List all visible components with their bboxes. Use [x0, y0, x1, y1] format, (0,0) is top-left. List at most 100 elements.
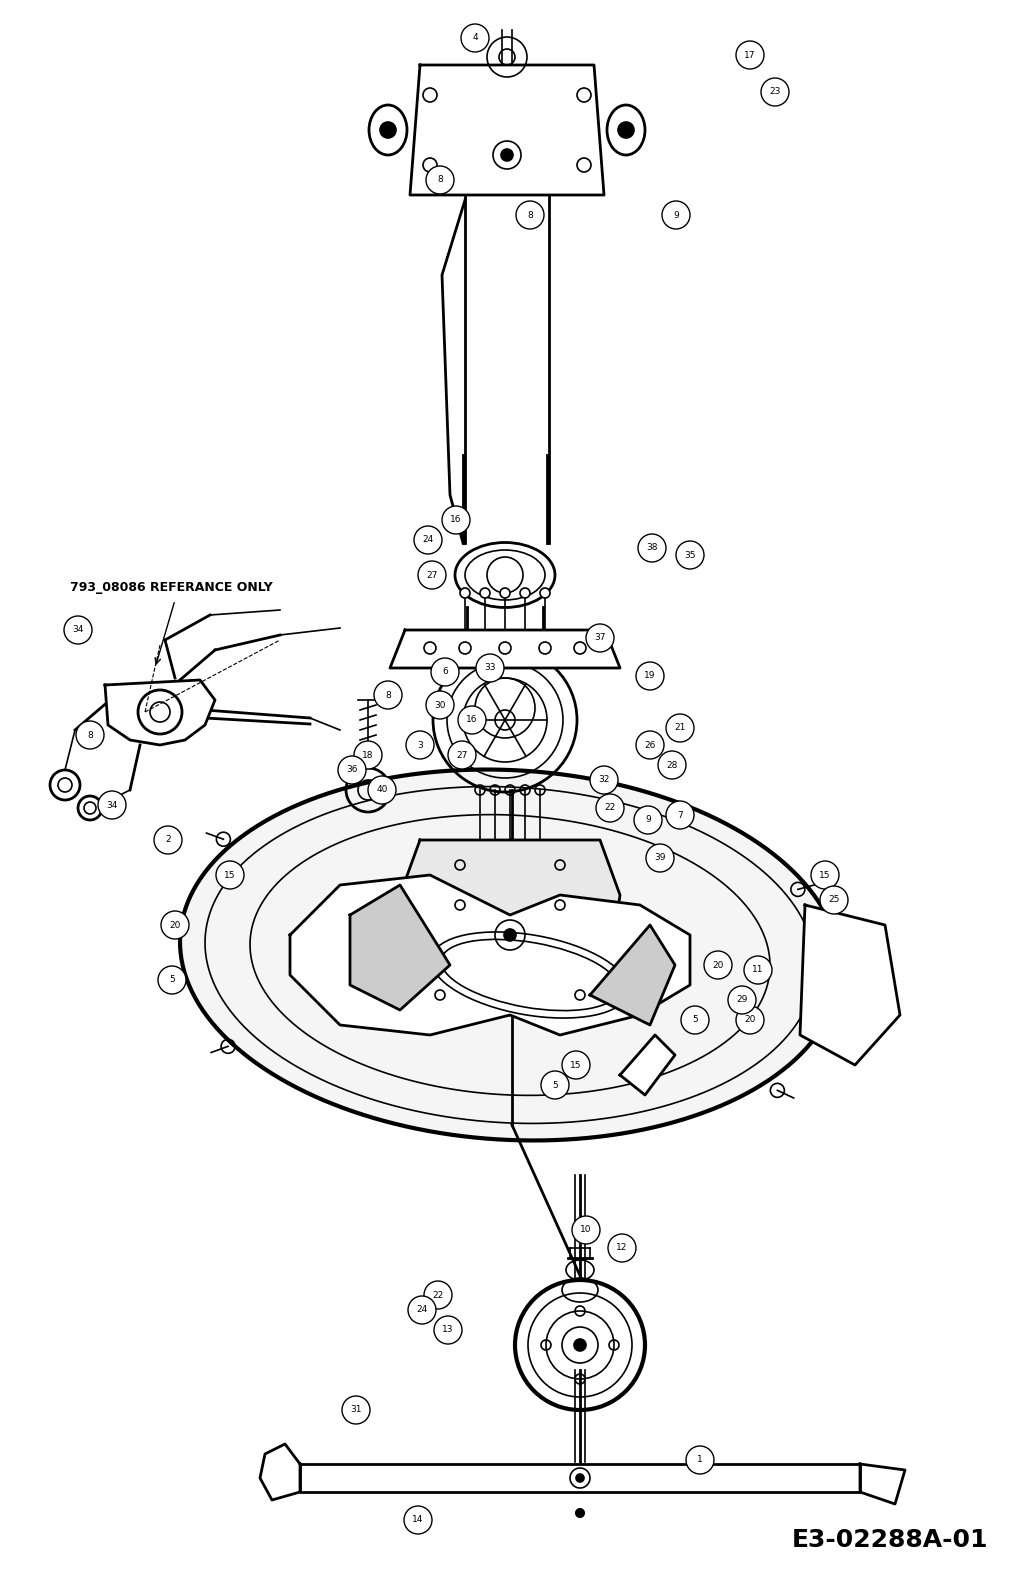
Circle shape [658, 752, 686, 778]
Circle shape [576, 1473, 584, 1483]
Text: 8: 8 [385, 690, 391, 700]
Circle shape [572, 1216, 600, 1244]
Circle shape [618, 122, 634, 138]
Circle shape [540, 588, 550, 598]
Circle shape [686, 1447, 714, 1473]
Text: 3: 3 [417, 741, 423, 750]
Circle shape [154, 825, 182, 854]
Text: 2: 2 [165, 836, 171, 844]
Circle shape [811, 861, 839, 890]
Circle shape [761, 78, 789, 107]
Circle shape [501, 149, 513, 162]
Circle shape [736, 1006, 764, 1034]
Circle shape [431, 657, 459, 686]
Text: 8: 8 [527, 210, 533, 220]
Circle shape [426, 166, 454, 195]
Text: 21: 21 [674, 723, 685, 733]
Text: 39: 39 [654, 854, 666, 863]
Text: 25: 25 [829, 896, 840, 904]
Text: 9: 9 [645, 816, 651, 824]
Text: 32: 32 [599, 775, 610, 784]
Circle shape [64, 617, 92, 643]
Circle shape [216, 861, 244, 890]
Circle shape [442, 505, 470, 533]
Polygon shape [260, 1443, 300, 1500]
Text: 36: 36 [347, 766, 358, 775]
Circle shape [608, 1233, 636, 1261]
Text: 12: 12 [616, 1244, 627, 1252]
Text: 18: 18 [362, 750, 374, 759]
Polygon shape [410, 64, 604, 195]
Polygon shape [350, 885, 450, 1010]
Text: 1: 1 [698, 1456, 703, 1464]
Text: 15: 15 [819, 871, 831, 880]
Text: 8: 8 [87, 731, 93, 739]
Circle shape [414, 526, 442, 554]
Circle shape [596, 794, 624, 822]
Text: 24: 24 [416, 1305, 427, 1315]
Text: 30: 30 [434, 700, 446, 709]
Text: 34: 34 [106, 800, 118, 810]
Text: 23: 23 [769, 88, 780, 97]
Circle shape [662, 201, 690, 229]
Polygon shape [860, 1464, 905, 1505]
Text: 20: 20 [169, 921, 181, 929]
Circle shape [744, 956, 772, 984]
Circle shape [541, 1072, 569, 1098]
Circle shape [666, 714, 694, 742]
Text: 34: 34 [72, 626, 84, 634]
Polygon shape [590, 926, 675, 1025]
Circle shape [404, 1506, 432, 1534]
Circle shape [480, 588, 490, 598]
Circle shape [634, 806, 662, 835]
Circle shape [576, 1509, 584, 1517]
Text: E3-02288A-01: E3-02288A-01 [792, 1528, 988, 1552]
Polygon shape [290, 876, 690, 1036]
Text: 17: 17 [744, 50, 755, 60]
Text: 27: 27 [426, 571, 438, 579]
Circle shape [76, 722, 104, 748]
Circle shape [516, 201, 544, 229]
Text: 26: 26 [644, 741, 655, 750]
Text: 15: 15 [224, 871, 235, 880]
Circle shape [161, 912, 189, 938]
Text: 10: 10 [580, 1225, 591, 1235]
Circle shape [520, 588, 530, 598]
Text: 5: 5 [552, 1081, 558, 1089]
Text: 24: 24 [422, 535, 433, 544]
Text: 35: 35 [684, 551, 696, 560]
Circle shape [476, 654, 504, 683]
Text: 27: 27 [456, 750, 467, 759]
Circle shape [636, 731, 664, 759]
Circle shape [342, 1396, 370, 1425]
Text: 4: 4 [473, 33, 478, 42]
Circle shape [408, 1296, 436, 1324]
Circle shape [158, 967, 186, 995]
Circle shape [504, 929, 516, 941]
Text: 793_08086 REFERANCE ONLY: 793_08086 REFERANCE ONLY [70, 582, 272, 595]
Polygon shape [800, 905, 900, 1065]
Text: 22: 22 [605, 803, 616, 813]
Text: 8: 8 [438, 176, 443, 185]
Text: 33: 33 [484, 664, 495, 673]
Polygon shape [390, 631, 620, 668]
Text: 38: 38 [646, 543, 657, 552]
Circle shape [681, 1006, 709, 1034]
Text: 9: 9 [673, 210, 679, 220]
Polygon shape [180, 769, 840, 1141]
Text: 29: 29 [736, 995, 748, 1004]
Text: 13: 13 [443, 1326, 454, 1335]
Text: 40: 40 [377, 786, 388, 794]
Text: 19: 19 [644, 672, 655, 681]
Text: 5: 5 [169, 976, 174, 984]
Text: 28: 28 [667, 761, 678, 769]
Text: 15: 15 [571, 1061, 582, 1070]
Circle shape [461, 24, 489, 52]
Circle shape [736, 41, 764, 69]
Circle shape [820, 886, 848, 915]
Text: 11: 11 [752, 965, 764, 974]
Circle shape [368, 777, 396, 803]
Circle shape [499, 588, 510, 598]
Circle shape [636, 662, 664, 690]
Polygon shape [105, 679, 215, 745]
